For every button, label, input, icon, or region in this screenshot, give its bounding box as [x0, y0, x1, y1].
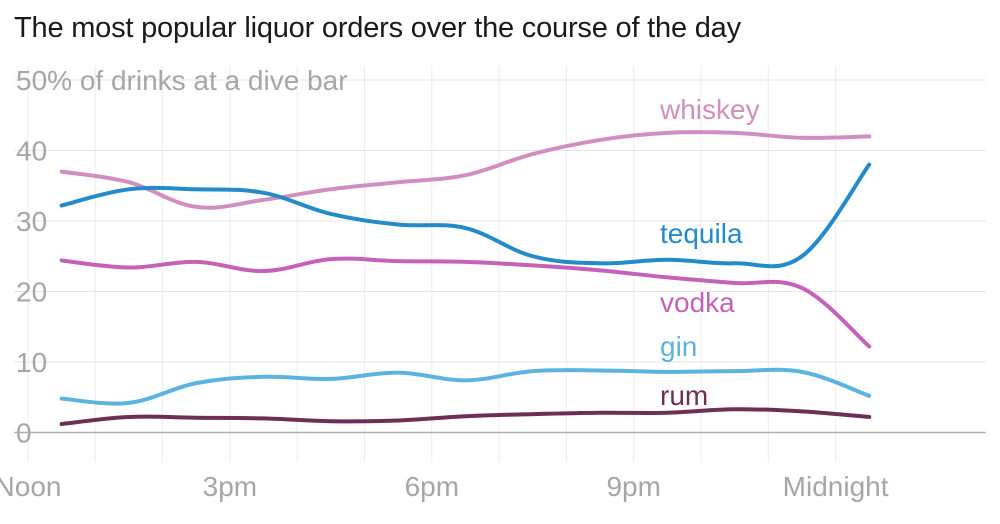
series-line-vodka — [59, 256, 872, 349]
grid — [14, 66, 986, 462]
x-tick-label: 9pm — [606, 471, 660, 502]
y-axis-label: 50% of drinks at a dive bar — [16, 65, 348, 96]
series-label-gin: gin — [660, 331, 697, 362]
chart-title: The most popular liquor orders over the … — [14, 12, 741, 44]
x-tick-label: Noon — [0, 471, 61, 502]
series-line-gin — [59, 367, 872, 406]
x-tick-label: 6pm — [405, 471, 459, 502]
series-lines — [59, 130, 872, 427]
series-label-whiskey: whiskey — [659, 94, 760, 125]
series-label-tequila: tequila — [660, 218, 743, 249]
series-label-rum: rum — [660, 380, 708, 411]
y-tick-label: 40 — [16, 136, 47, 167]
x-tick-label: Midnight — [783, 471, 889, 502]
y-tick-label: 30 — [16, 206, 47, 237]
series-label-vodka: vodka — [660, 287, 735, 318]
x-tick-label: 3pm — [203, 471, 257, 502]
series-labels: whiskey tequila vodka gin rum — [659, 94, 760, 411]
y-tick-label: 10 — [16, 347, 47, 378]
series-line-rum — [59, 407, 872, 427]
series-line-whiskey — [59, 130, 872, 210]
series-line-tequila — [59, 162, 872, 269]
y-tick-label: 20 — [16, 277, 47, 308]
